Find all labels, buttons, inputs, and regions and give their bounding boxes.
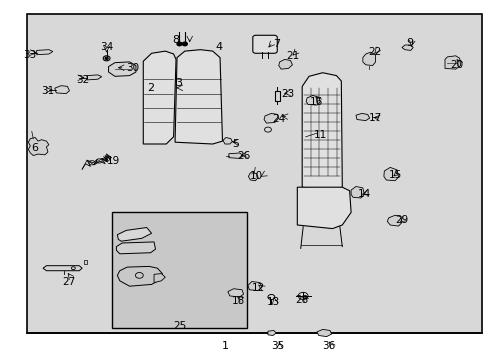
Text: 6: 6 xyxy=(32,143,39,153)
Polygon shape xyxy=(55,86,69,94)
Text: 35: 35 xyxy=(270,341,284,351)
Text: 33: 33 xyxy=(22,50,36,60)
Polygon shape xyxy=(228,153,243,158)
Polygon shape xyxy=(87,75,102,80)
Bar xyxy=(27,14,481,333)
Circle shape xyxy=(182,42,187,46)
Polygon shape xyxy=(401,45,412,50)
Text: 5: 5 xyxy=(232,139,239,149)
Polygon shape xyxy=(278,59,292,69)
Text: 18: 18 xyxy=(231,296,245,306)
Text: 7: 7 xyxy=(272,39,279,49)
Text: 12: 12 xyxy=(251,283,264,293)
Text: 26: 26 xyxy=(236,150,250,161)
Text: 3: 3 xyxy=(175,78,182,88)
Text: 32: 32 xyxy=(76,75,90,85)
Circle shape xyxy=(177,42,182,46)
Polygon shape xyxy=(297,187,350,229)
Text: 9: 9 xyxy=(406,38,412,48)
Polygon shape xyxy=(302,73,342,192)
Text: 15: 15 xyxy=(387,170,401,180)
Text: 19: 19 xyxy=(107,156,121,166)
Polygon shape xyxy=(116,242,155,254)
Text: 31: 31 xyxy=(41,86,55,96)
Bar xyxy=(112,212,246,328)
Polygon shape xyxy=(386,215,401,226)
Polygon shape xyxy=(305,95,320,105)
Polygon shape xyxy=(223,138,232,144)
Text: 17: 17 xyxy=(368,113,382,123)
FancyBboxPatch shape xyxy=(252,35,277,53)
Polygon shape xyxy=(267,330,276,336)
Text: 30: 30 xyxy=(126,63,139,73)
Text: 8: 8 xyxy=(172,35,179,45)
Polygon shape xyxy=(444,56,460,69)
Polygon shape xyxy=(350,186,364,198)
Polygon shape xyxy=(108,62,136,76)
Polygon shape xyxy=(248,173,258,181)
Text: 20: 20 xyxy=(450,60,463,70)
Polygon shape xyxy=(37,50,53,55)
Polygon shape xyxy=(175,50,222,144)
Polygon shape xyxy=(84,260,87,264)
Polygon shape xyxy=(143,51,176,144)
Text: 2: 2 xyxy=(147,83,154,93)
Text: 10: 10 xyxy=(250,171,263,181)
Polygon shape xyxy=(247,282,261,291)
Polygon shape xyxy=(28,138,49,156)
Polygon shape xyxy=(316,329,331,337)
Text: 36: 36 xyxy=(321,341,335,351)
Circle shape xyxy=(105,57,108,59)
Polygon shape xyxy=(355,113,369,121)
Polygon shape xyxy=(117,266,162,286)
Text: 34: 34 xyxy=(100,42,113,52)
Text: 1: 1 xyxy=(221,341,228,351)
Text: 4: 4 xyxy=(215,42,222,52)
Text: 27: 27 xyxy=(61,276,75,287)
Text: 21: 21 xyxy=(285,51,299,61)
Text: 16: 16 xyxy=(309,96,323,107)
Text: 13: 13 xyxy=(266,297,280,307)
Text: 25: 25 xyxy=(173,321,186,331)
Text: 28: 28 xyxy=(295,294,308,305)
Text: 24: 24 xyxy=(271,114,285,124)
Polygon shape xyxy=(43,266,82,271)
Polygon shape xyxy=(383,167,398,181)
Polygon shape xyxy=(227,289,243,297)
Text: 14: 14 xyxy=(357,189,370,199)
Polygon shape xyxy=(154,274,165,283)
Text: 29: 29 xyxy=(394,215,408,225)
Polygon shape xyxy=(264,113,278,123)
Polygon shape xyxy=(362,52,375,66)
Text: 11: 11 xyxy=(313,130,326,140)
Polygon shape xyxy=(117,228,151,241)
Text: 22: 22 xyxy=(367,47,381,57)
Text: 23: 23 xyxy=(280,89,294,99)
